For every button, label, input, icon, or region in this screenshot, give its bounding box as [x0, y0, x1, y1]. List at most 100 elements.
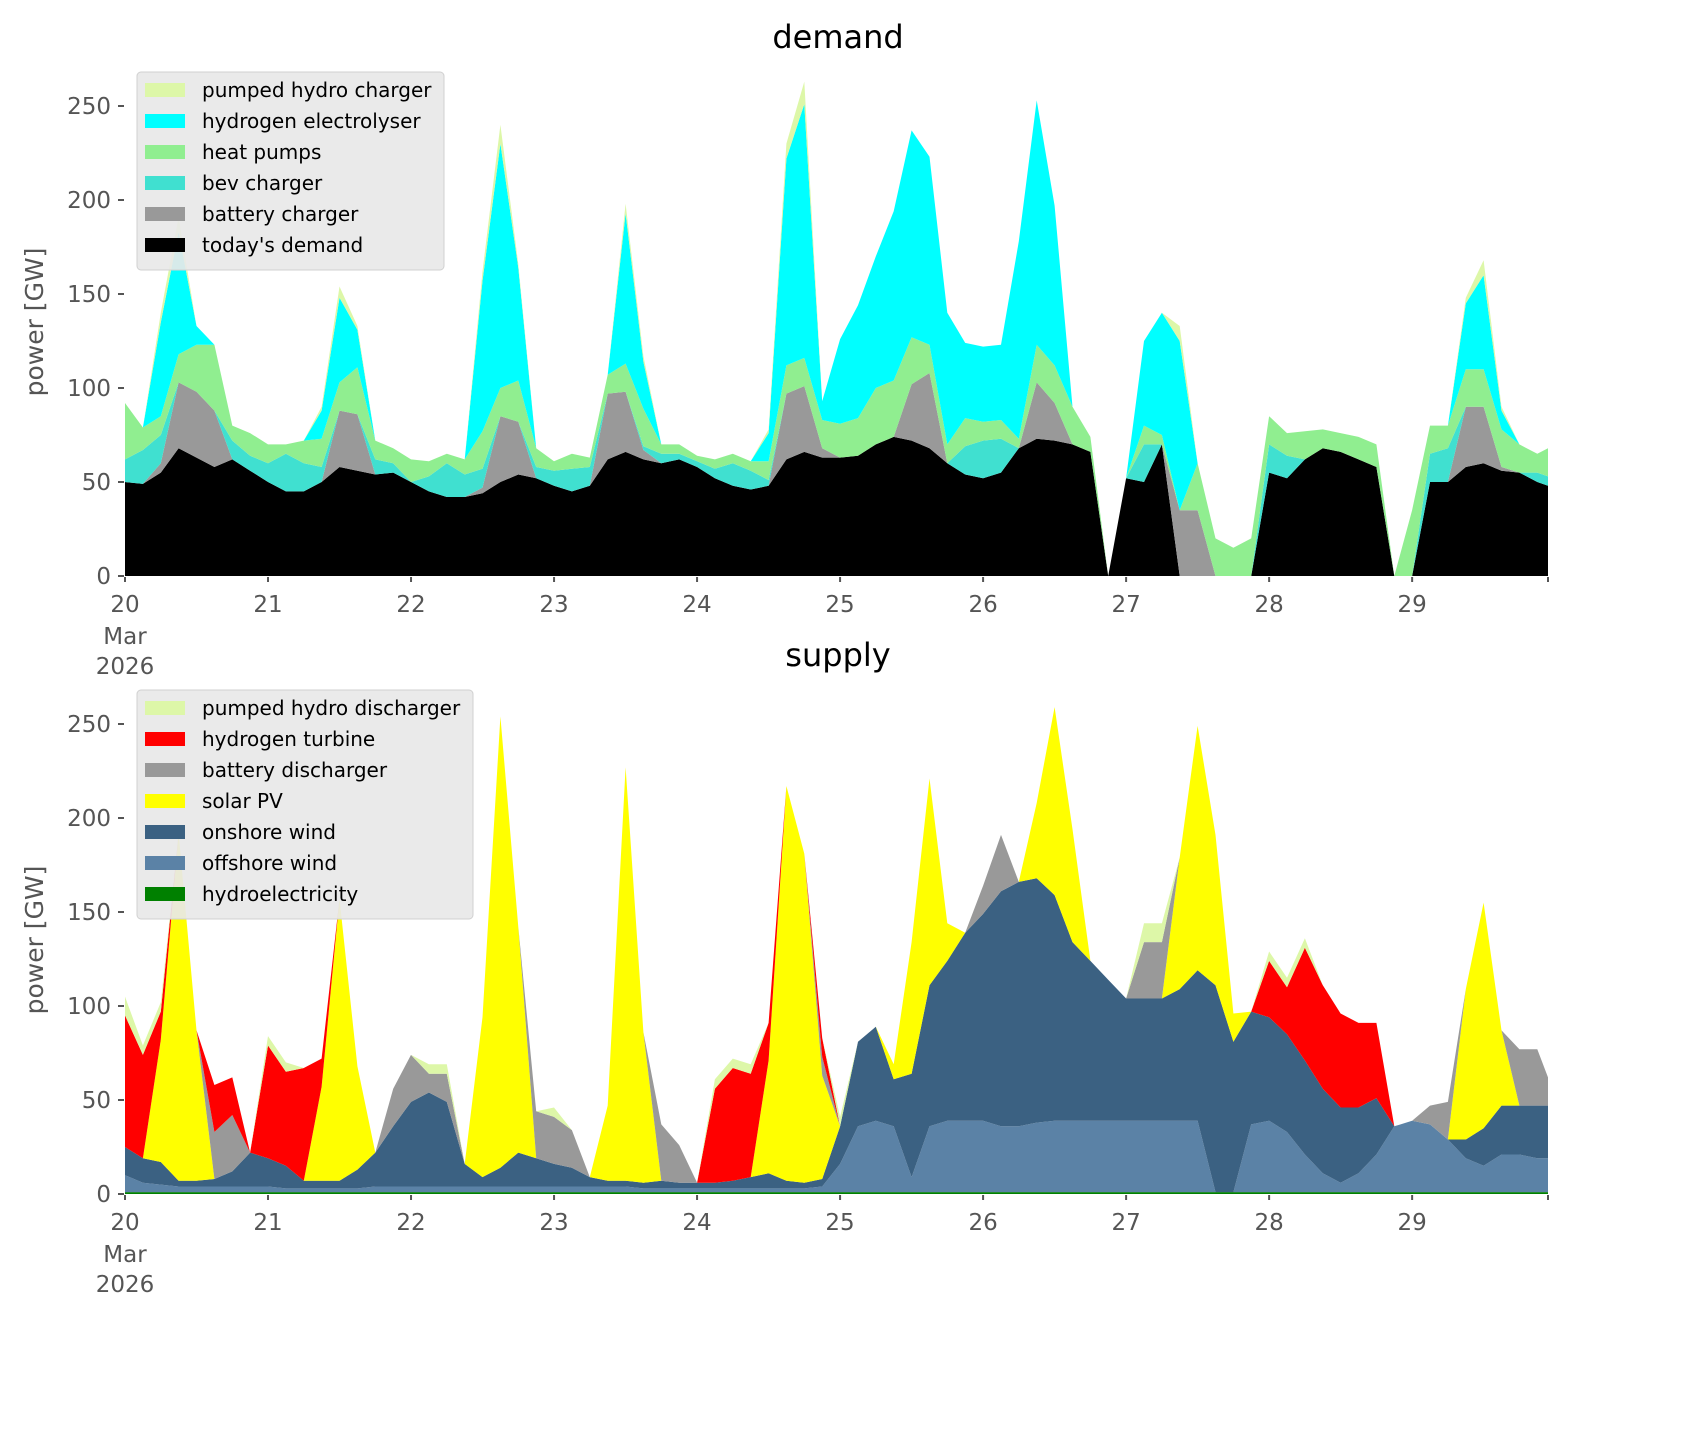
legend-swatch	[145, 732, 185, 746]
x-tick-label: 22	[396, 592, 425, 618]
x-tick-label: 27	[1111, 592, 1140, 618]
chart-title: supply	[785, 636, 890, 674]
legend-swatch	[145, 701, 185, 715]
y-tick-label: 100	[67, 994, 111, 1020]
chart-title: demand	[772, 18, 903, 56]
x-tick-sublabel: Mar	[103, 624, 147, 650]
legend-box	[136, 689, 474, 920]
supply-panel: supply 0 50 100 150 200 250 20 Mar 2026 21 22 23 24…	[20, 636, 1549, 1298]
x-tick-label: 21	[253, 592, 282, 618]
y-tick-label: 50	[82, 1088, 111, 1114]
y-tick-label: 100	[67, 376, 111, 402]
area-heat-pumps	[125, 337, 1548, 576]
area-solar-pv	[125, 707, 1548, 1183]
x-tick-sublabel: Mar	[103, 1242, 147, 1268]
legend-swatch	[145, 176, 185, 190]
x-tick-label: 24	[682, 592, 711, 618]
legend-item: battery charger	[145, 202, 359, 226]
x-tick-label: 21	[253, 1210, 282, 1236]
legend-swatch	[145, 825, 185, 839]
legend-swatch	[145, 207, 185, 221]
legend-item: hydrogen electrolyser	[145, 109, 421, 133]
x-tick-label: 28	[1254, 592, 1283, 618]
y-tick-label: 250	[67, 94, 111, 120]
y-axis: 0 50 100 150 200 250	[67, 712, 124, 1208]
legend: pumped hydro discharger hydrogen turbine b…	[136, 689, 474, 920]
legend-item: pumped hydro discharger	[145, 696, 461, 720]
legend-label: pumped hydro charger	[202, 78, 432, 102]
legend-item: hydrogen turbine	[145, 727, 375, 751]
x-tick-label: 22	[396, 1210, 425, 1236]
y-axis-label: power [GW]	[20, 248, 49, 397]
legend-label: offshore wind	[202, 851, 337, 875]
legend-label: hydrogen turbine	[202, 727, 375, 751]
legend-label: solar PV	[202, 789, 283, 813]
x-tick-label: 27	[1111, 1210, 1140, 1236]
legend-swatch	[145, 763, 185, 777]
area-onshore-wind	[125, 878, 1548, 1193]
legend-swatch	[145, 794, 185, 808]
legend-item: pumped hydro charger	[145, 78, 432, 102]
x-tick-label: 25	[825, 592, 854, 618]
area-battery-charger	[125, 373, 1548, 576]
x-tick-label: 26	[968, 592, 997, 618]
y-tick-label: 250	[67, 712, 111, 738]
legend-swatch	[145, 856, 185, 870]
legend-label: hydrogen electrolyser	[202, 109, 421, 133]
x-tick-label: 24	[682, 1210, 711, 1236]
y-tick-label: 200	[67, 188, 111, 214]
legend-swatch	[145, 114, 185, 128]
legend-item: hydroelectricity	[145, 882, 358, 906]
legend-label: heat pumps	[202, 140, 321, 164]
x-tick-label: 23	[539, 592, 568, 618]
x-tick-label: 23	[539, 1210, 568, 1236]
area-hydroelectricity	[125, 1192, 1548, 1194]
legend-label: battery charger	[202, 202, 359, 226]
legend-item: onshore wind	[145, 820, 336, 844]
legend-item: battery discharger	[145, 758, 388, 782]
demand-panel: demand 0 50 100 150 200 250 20 Mar 2026 21 22 23 24…	[20, 18, 1549, 680]
y-tick-label: 0	[96, 1182, 111, 1208]
legend-label: battery discharger	[202, 758, 388, 782]
x-axis: 20 Mar 2026 21 22 23 24 25 26 27 28 29	[96, 577, 1549, 680]
legend-item: solar PV	[145, 789, 283, 813]
legend: pumped hydro charger hydrogen electrolyse…	[136, 71, 445, 271]
legend-swatch	[145, 83, 185, 97]
x-axis: 20 Mar 2026 21 22 23 24 25 26 27 28 29	[96, 1195, 1549, 1298]
legend-swatch	[145, 238, 185, 252]
x-tick-label: 20	[110, 1210, 139, 1236]
x-tick-label: 20	[110, 592, 139, 618]
legend-item: today's demand	[145, 233, 363, 257]
legend-label: bev charger	[202, 171, 323, 195]
legend-label: pumped hydro discharger	[202, 696, 461, 720]
legend-label: onshore wind	[202, 820, 336, 844]
legend-item: offshore wind	[145, 851, 337, 875]
legend-swatch	[145, 887, 185, 901]
legend-item: heat pumps	[145, 140, 321, 164]
area-hydrogen-electrolyser	[125, 100, 1548, 577]
y-tick-label: 150	[67, 900, 111, 926]
x-tick-sublabel: 2026	[96, 1272, 155, 1298]
x-tick-label: 26	[968, 1210, 997, 1236]
x-tick-label: 29	[1397, 1210, 1426, 1236]
legend-label: hydroelectricity	[202, 882, 358, 906]
x-tick-label: 25	[825, 1210, 854, 1236]
legend-item: bev charger	[145, 171, 323, 195]
y-tick-label: 50	[82, 470, 111, 496]
legend-box	[136, 71, 445, 271]
y-tick-label: 150	[67, 282, 111, 308]
legend-swatch	[145, 145, 185, 159]
y-axis-label: power [GW]	[20, 866, 49, 1015]
x-tick-label: 28	[1254, 1210, 1283, 1236]
area-offshore-wind	[125, 1116, 1548, 1193]
y-tick-label: 0	[96, 564, 111, 590]
legend-label: today's demand	[202, 233, 363, 257]
supply-areas	[125, 707, 1548, 1194]
x-tick-label: 29	[1397, 592, 1426, 618]
demand-areas	[125, 81, 1548, 577]
area-hydrogen-turbine	[125, 707, 1548, 1183]
area-today-s-demand	[125, 436, 1548, 576]
y-axis: 0 50 100 150 200 250	[67, 94, 124, 590]
y-tick-label: 200	[67, 806, 111, 832]
